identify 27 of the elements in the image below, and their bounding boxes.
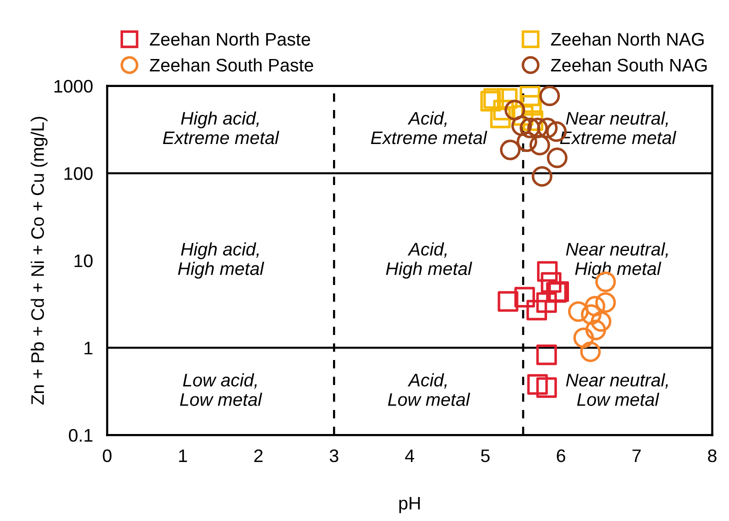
annotation: Near neutral, Low metal bbox=[566, 373, 668, 406]
y-tick-label: 1000 bbox=[54, 80, 93, 93]
y-tick-label: 100 bbox=[64, 167, 93, 180]
annotation: High acid, High metal bbox=[178, 242, 264, 279]
y-axis-title: Zn + Pb + Cd + Ni + Co + Cu (mg/L) bbox=[30, 116, 48, 405]
x-tick-label: 1 bbox=[179, 450, 187, 462]
legend-label: Zeehan South Paste bbox=[150, 58, 314, 72]
x-tick-label: 2 bbox=[254, 449, 263, 462]
annotation: Acid, Extreme metal bbox=[370, 111, 488, 144]
x-tick-label: 8 bbox=[708, 449, 716, 462]
x-axis-title: pH bbox=[399, 496, 420, 514]
x-tick-label: 0 bbox=[102, 449, 112, 462]
legend-label: Zeehan South NAG bbox=[551, 58, 707, 72]
y-tick-label: 1 bbox=[84, 342, 92, 354]
legend-label: Zeehan North NAG bbox=[551, 32, 704, 46]
annotation: Low acid, Low metal bbox=[180, 373, 262, 406]
x-tick-label: 3 bbox=[330, 449, 338, 462]
x-tick-label: 6 bbox=[556, 449, 566, 462]
x-tick-label: 4 bbox=[405, 450, 414, 462]
y-tick-label: 10 bbox=[74, 254, 93, 268]
legend-label: Zeehan North Paste bbox=[150, 32, 310, 46]
y-tick-label: 0.1 bbox=[68, 428, 92, 442]
annotation: Acid, High metal bbox=[386, 242, 472, 279]
x-tick-label: 7 bbox=[632, 450, 641, 462]
x-tick-label: 5 bbox=[481, 450, 490, 462]
annotation: High acid, Extreme metal bbox=[162, 111, 280, 144]
annotation: Acid, Low metal bbox=[388, 373, 470, 406]
